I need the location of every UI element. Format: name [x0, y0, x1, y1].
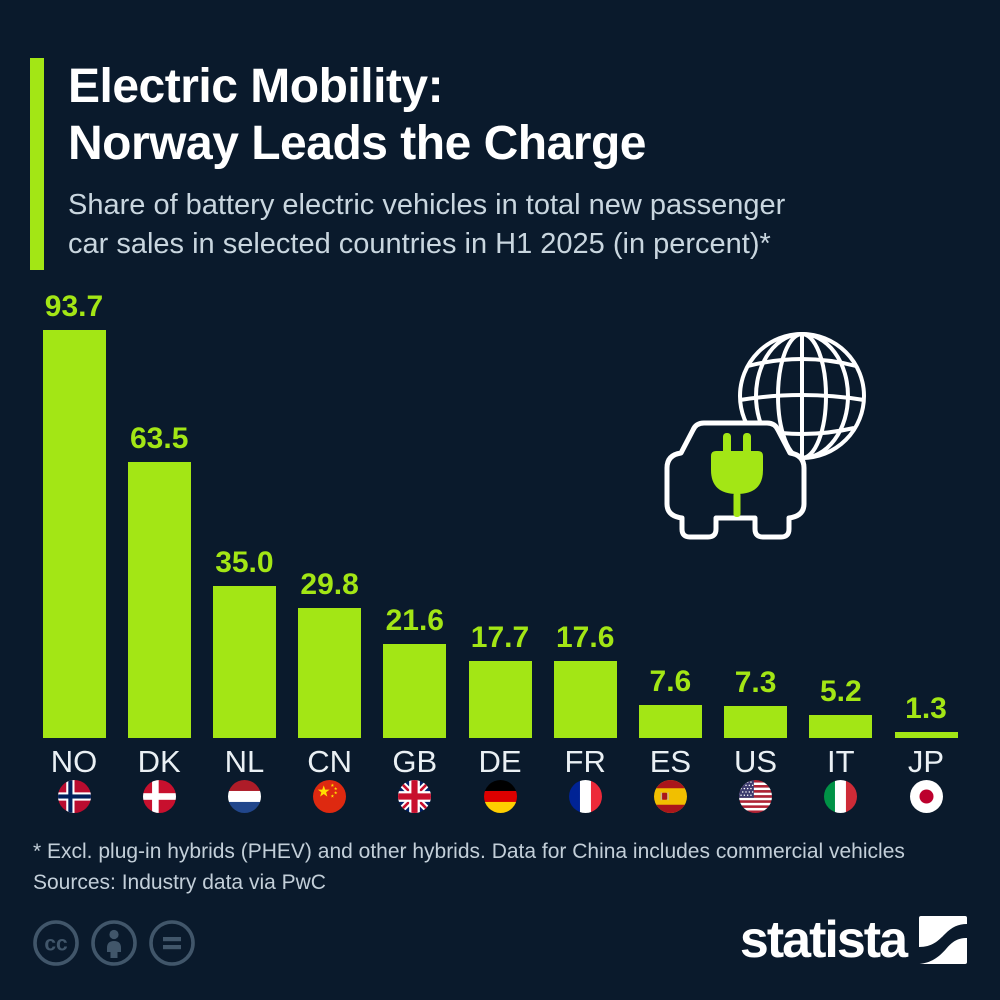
- flag-es: [628, 780, 713, 814]
- cc-icon: cc: [33, 920, 79, 966]
- bar-it: [809, 715, 873, 738]
- flag-dk: [117, 780, 202, 814]
- title-line-1: Electric Mobility:: [68, 60, 444, 113]
- plug-icon: [711, 433, 763, 517]
- bar-nl: [212, 586, 276, 738]
- title-line-2: Norway Leads the Charge: [68, 117, 647, 170]
- bar-value-label: 7.3: [734, 666, 777, 699]
- flag-it: [798, 780, 883, 814]
- source-text: Sources: Industry data via PwC: [33, 871, 326, 894]
- chart-column-jp: 1.3 JP: [884, 280, 969, 820]
- bar-de: [468, 661, 532, 738]
- bar-jp: [894, 732, 958, 738]
- attribution-icon: [91, 920, 137, 966]
- bar-dk: [127, 462, 191, 738]
- flag-no-icon: [57, 780, 91, 813]
- flag-de: [458, 780, 543, 814]
- flag-no: [32, 780, 117, 814]
- bar-value-label: 29.8: [300, 568, 359, 601]
- bar-value-label: 35.0: [215, 546, 274, 579]
- license-icons: cc: [31, 918, 197, 968]
- bar-value-label: 17.6: [555, 621, 615, 654]
- bar-fr: [553, 661, 617, 738]
- page-title: Electric Mobility: Norway Leads the Charg…: [68, 58, 785, 172]
- chart-subtitle: Share of battery electric vehicles in to…: [68, 186, 785, 264]
- flag-fr: [543, 780, 628, 814]
- flag-us-icon: [739, 780, 773, 813]
- flag-jp: [884, 780, 969, 814]
- category-label: CN: [307, 744, 352, 779]
- bar-es: [638, 705, 702, 738]
- bar-value-label: 93.7: [44, 290, 104, 323]
- flag-it-icon: [824, 780, 858, 813]
- flag-us: [713, 780, 798, 814]
- flag-gb-icon: [398, 780, 432, 813]
- category-label: NL: [224, 744, 265, 779]
- chart-column-cn: 29.8 CN: [287, 280, 372, 820]
- flag-nl: [202, 780, 287, 814]
- chart-column-nl: 35.0 NL: [202, 280, 287, 820]
- header: Electric Mobility: Norway Leads the Charg…: [30, 58, 785, 270]
- bar-us: [724, 706, 788, 738]
- category-label: NO: [50, 744, 98, 779]
- subtitle-line-2: car sales in selected countries in H1 20…: [68, 228, 771, 260]
- flag-fr-icon: [568, 780, 602, 813]
- footnote-text: * Excl. plug-in hybrids (PHEV) and other…: [33, 840, 905, 863]
- flag-es-icon: [653, 780, 687, 813]
- bar-cn: [298, 608, 362, 738]
- chart-column-fr: 17.6 FR: [543, 280, 628, 820]
- chart-column-de: 17.7 DE: [458, 280, 543, 820]
- chart-column-dk: 63.5 DK: [117, 280, 202, 820]
- category-label: DK: [137, 744, 181, 779]
- chart-column-gb: 21.6 GB: [372, 280, 457, 820]
- bar-value-label: 21.6: [385, 604, 444, 637]
- flag-gb: [372, 780, 457, 814]
- chart-column-it: 5.2 IT: [798, 280, 883, 820]
- bar-value-label: 7.6: [649, 665, 692, 698]
- category-label: US: [734, 744, 778, 779]
- bar-value-label: 1.3: [905, 692, 947, 725]
- no-derivatives-icon: [149, 920, 195, 966]
- category-label: JP: [907, 744, 945, 779]
- bar-value-label: 17.7: [470, 621, 530, 654]
- category-label: FR: [564, 744, 606, 779]
- statista-wordmark: statista: [739, 911, 908, 969]
- bar-value-label: 63.5: [129, 422, 189, 455]
- category-label: GB: [392, 744, 438, 779]
- statista-logo-mark: [919, 916, 967, 964]
- chart-column-no: 93.7 NO: [32, 280, 117, 820]
- bar-no: [42, 330, 106, 738]
- category-label: ES: [649, 744, 692, 779]
- category-label: DE: [478, 744, 522, 779]
- flag-dk-icon: [142, 780, 176, 813]
- flag-nl-icon: [227, 780, 261, 813]
- flag-cn: [287, 780, 372, 814]
- statista-logo: statista: [740, 912, 967, 968]
- flag-jp-icon: [909, 780, 943, 813]
- chart-column-es: 7.6 ES: [628, 280, 713, 820]
- bar-gb: [383, 644, 447, 738]
- bar-value-label: 5.2: [819, 675, 862, 708]
- chart-column-us: 7.3 US: [713, 280, 798, 820]
- footnotes: * Excl. plug-in hybrids (PHEV) and other…: [33, 836, 905, 898]
- category-label: IT: [827, 744, 855, 779]
- illustration: [640, 318, 890, 553]
- flag-cn-icon: [313, 780, 347, 813]
- title-accent-bar: [30, 58, 44, 270]
- flag-de-icon: [483, 780, 517, 813]
- subtitle-line-1: Share of battery electric vehicles in to…: [68, 189, 786, 221]
- svg-text:cc: cc: [44, 933, 68, 956]
